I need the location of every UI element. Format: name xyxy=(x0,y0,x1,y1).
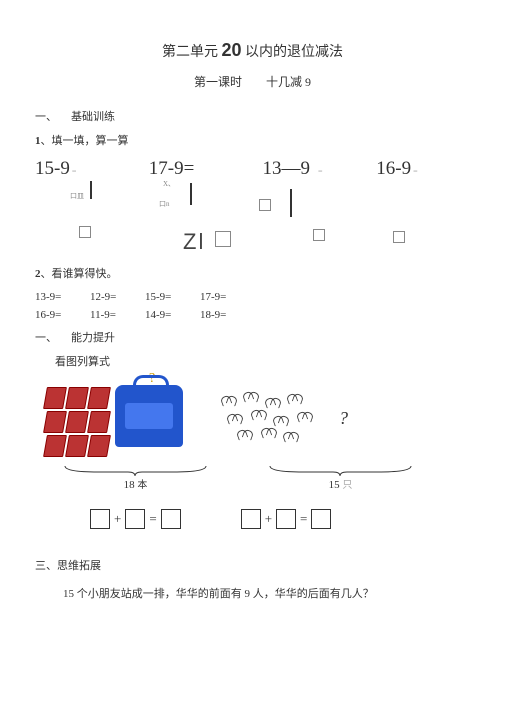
question-3: 看图列算式 xyxy=(55,353,470,369)
question-2: 2、看谁算得快。 xyxy=(35,265,470,281)
section-2: 一、能力提升 xyxy=(35,329,470,345)
question-mark-icon: ? xyxy=(339,408,348,429)
zl-text: Zl xyxy=(183,229,205,255)
problem-row: 15-9= 17-9= 13—9= 16-9= xyxy=(35,158,470,180)
unit-title: 第二单元 20 以内的退位减法 xyxy=(35,40,470,61)
image-area: ? ? xyxy=(45,379,470,457)
question-4: 15 个小朋友站成一排，华华的前面有 9 人，华华的后面有几人？ xyxy=(63,585,470,601)
brace-row: 18 本 15 只 xyxy=(63,462,470,491)
split-diagram: X、 口皿 口n Zl xyxy=(35,181,470,261)
birds-group: ? xyxy=(213,379,348,457)
equation-row: + = += xyxy=(90,509,470,529)
calc-row-2: 16-9=11-9=14-9=18-9= xyxy=(35,309,470,321)
books-bag-group: ? xyxy=(45,379,183,457)
lesson-subtitle: 第一课时 十几减 9 xyxy=(35,73,470,90)
books-icon xyxy=(45,379,109,457)
section-1: 一、基础训练 xyxy=(35,108,470,124)
section-3: 三、思维拓展 xyxy=(35,557,470,573)
birds-icon xyxy=(213,388,323,448)
question-1: 1、填一填，算一算 xyxy=(35,132,470,148)
bag-icon xyxy=(115,385,183,447)
equation-2: += xyxy=(241,509,332,529)
calc-row-1: 13-9=12-9=15-9=17-9= xyxy=(35,291,470,303)
equation-1: + = xyxy=(90,509,181,529)
